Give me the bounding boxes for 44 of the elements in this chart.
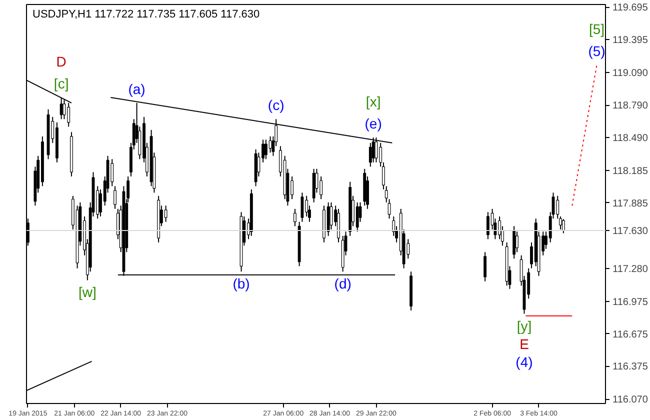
candlestick xyxy=(294,208,296,227)
candlestick xyxy=(484,252,487,282)
candlestick xyxy=(559,216,562,230)
candlestick xyxy=(300,192,304,222)
annotation: (5) xyxy=(588,43,606,60)
annotation: (b) xyxy=(232,276,250,292)
annotation: E xyxy=(520,336,529,352)
candlestick xyxy=(562,218,565,234)
annotation: (c) xyxy=(268,97,284,114)
candlestick xyxy=(356,202,359,232)
candlestick xyxy=(114,186,116,210)
candlestick xyxy=(512,226,516,260)
candlestick xyxy=(516,231,518,253)
annotation: [c] xyxy=(54,75,69,92)
y-tick-label: 118.490 xyxy=(612,133,648,144)
annotation: [x] xyxy=(366,94,381,110)
y-tick-label: 118.185 xyxy=(612,166,648,177)
chart-title: USDJPY,H1 117.722 117.735 117.605 117.630 xyxy=(32,8,260,20)
annotation: (d) xyxy=(334,276,352,292)
annotation: (e) xyxy=(364,116,382,132)
candlestick xyxy=(384,186,388,203)
annotation: (a) xyxy=(128,80,146,97)
ref-line-label: 117.630 xyxy=(612,226,648,237)
annotation: (4) xyxy=(516,354,533,370)
candlestick xyxy=(382,162,385,190)
y-tick-label: 116.675 xyxy=(612,329,648,340)
y-tick-label: 119.090 xyxy=(612,68,648,80)
y-tick-label: 119.395 xyxy=(612,35,648,46)
y-tick-label: 116.375 xyxy=(612,362,648,373)
candlestick xyxy=(556,195,560,220)
candlestick xyxy=(164,205,168,222)
annotation: [5] xyxy=(589,21,605,38)
annotation: [y] xyxy=(516,318,532,334)
y-tick-label: 118.790 xyxy=(612,100,648,112)
candlestick xyxy=(388,198,391,220)
candlestick xyxy=(264,139,268,160)
candlestick xyxy=(110,158,114,187)
y-tick-label: 117.885 xyxy=(612,198,648,210)
y-tick-label: 119.695 xyxy=(612,2,648,14)
y-tick-label: 117.280 xyxy=(612,264,648,275)
annotation: [w] xyxy=(78,284,96,300)
annotation: D xyxy=(56,53,66,70)
y-tick-label: 116.070 xyxy=(612,394,648,406)
y-tick-label: 116.975 xyxy=(612,296,648,308)
